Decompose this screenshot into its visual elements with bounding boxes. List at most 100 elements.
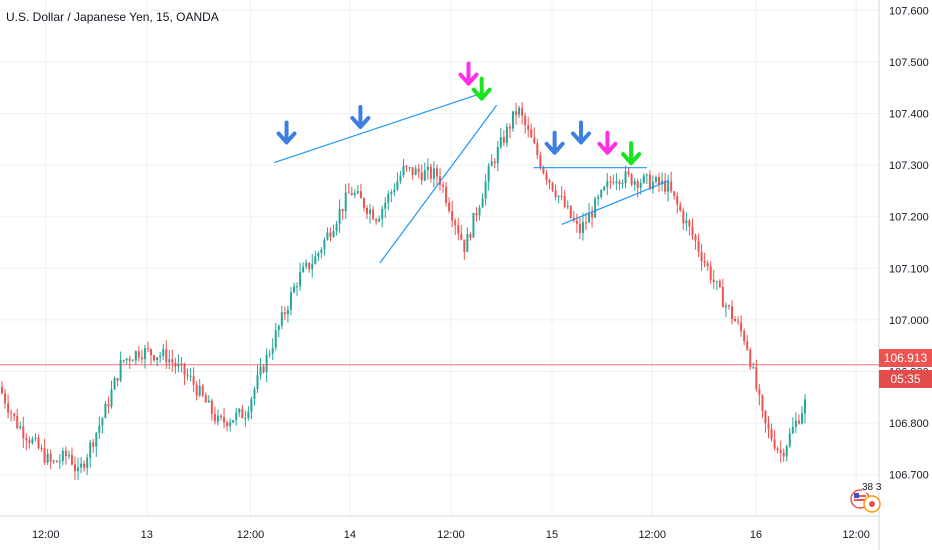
y-tick-label: 107.400 bbox=[889, 109, 929, 121]
candle-body bbox=[265, 354, 268, 373]
candle-body bbox=[752, 367, 755, 369]
green-down-arrow-icon bbox=[471, 76, 492, 101]
x-tick-label: 12:00 bbox=[237, 529, 265, 541]
trendline bbox=[561, 180, 670, 226]
candle-body bbox=[153, 355, 156, 361]
arrow-head bbox=[350, 116, 371, 129]
candle-body bbox=[396, 181, 399, 190]
candle-body bbox=[10, 412, 13, 414]
candle-body bbox=[31, 439, 34, 444]
candle-body bbox=[566, 205, 569, 207]
candle-body bbox=[414, 168, 417, 175]
x-tick-label: 14 bbox=[344, 529, 356, 541]
candle-body bbox=[402, 165, 405, 176]
green-down-arrow-icon bbox=[621, 141, 642, 166]
candle-body bbox=[435, 168, 438, 177]
events-badge[interactable] bbox=[848, 484, 884, 514]
candle-body bbox=[244, 417, 247, 419]
candle-body bbox=[110, 389, 113, 407]
candle-body bbox=[150, 349, 153, 356]
candle-body bbox=[286, 309, 289, 315]
y-tick-label: 107.200 bbox=[889, 212, 929, 224]
candle-body bbox=[186, 375, 189, 377]
candle-body bbox=[627, 171, 630, 175]
candle-body bbox=[220, 415, 223, 418]
candle-body bbox=[773, 439, 776, 449]
candle-body bbox=[594, 198, 597, 218]
candle-body bbox=[125, 358, 128, 361]
blue-down-arrow-icon bbox=[571, 120, 592, 145]
candle-body bbox=[679, 204, 682, 211]
candle-body bbox=[472, 212, 475, 238]
candle-body bbox=[624, 171, 627, 183]
y-tick-label: 106.700 bbox=[889, 470, 929, 482]
candle-body bbox=[639, 182, 642, 188]
trendline bbox=[379, 104, 498, 264]
x-tick-label: 12:00 bbox=[842, 529, 870, 541]
y-tick-label: 107.100 bbox=[889, 263, 929, 275]
candle-body bbox=[356, 191, 359, 194]
candle-body bbox=[393, 189, 396, 192]
candle-body bbox=[137, 351, 140, 358]
candle-body bbox=[737, 321, 740, 323]
candle-body bbox=[521, 107, 524, 116]
candle-body bbox=[308, 262, 311, 270]
candle-body bbox=[293, 286, 296, 293]
candle-body bbox=[633, 181, 636, 185]
y-tick-label: 107.000 bbox=[889, 315, 929, 327]
candle-body bbox=[375, 219, 378, 222]
arrow-head bbox=[458, 72, 479, 86]
candle-body bbox=[642, 175, 645, 183]
candle-body bbox=[706, 263, 709, 267]
candle-body bbox=[277, 325, 280, 331]
candle-body bbox=[314, 256, 317, 265]
candle-body bbox=[347, 192, 350, 194]
candle-body bbox=[804, 399, 807, 414]
candle-body bbox=[338, 209, 341, 224]
candle-body bbox=[691, 226, 694, 236]
candle-body bbox=[250, 399, 253, 412]
candle-body bbox=[721, 286, 724, 308]
candle-body bbox=[645, 174, 648, 176]
x-tick-label: 12:00 bbox=[437, 529, 465, 541]
candle-body bbox=[560, 195, 563, 197]
candle-body bbox=[764, 410, 767, 424]
candle-body bbox=[213, 414, 216, 422]
candle-body bbox=[247, 411, 250, 418]
candle-body bbox=[411, 167, 414, 175]
candle-body bbox=[487, 166, 490, 182]
candle-body bbox=[296, 286, 299, 288]
candle-body bbox=[460, 233, 463, 240]
candle-body bbox=[515, 111, 518, 115]
candle-body bbox=[651, 181, 654, 190]
candle-body bbox=[216, 415, 219, 422]
candle-body bbox=[779, 449, 782, 453]
candle-body bbox=[426, 166, 429, 171]
arrow-head bbox=[471, 87, 492, 101]
candle-body bbox=[119, 360, 122, 381]
candle-body bbox=[591, 212, 594, 218]
candle-body bbox=[557, 195, 560, 198]
candle-body bbox=[122, 360, 125, 362]
candle-body bbox=[563, 196, 566, 207]
candle-body bbox=[201, 385, 204, 396]
candle-body bbox=[697, 240, 700, 252]
candle-body bbox=[664, 180, 667, 192]
candle-body bbox=[606, 181, 609, 187]
candle-body bbox=[676, 195, 679, 205]
candle-body bbox=[782, 452, 785, 457]
candle-body bbox=[423, 170, 426, 181]
candle-body bbox=[159, 355, 162, 358]
y-tick-label: 107.600 bbox=[889, 5, 929, 17]
arrow-head bbox=[544, 141, 565, 155]
candle-body bbox=[712, 279, 715, 282]
candle-body bbox=[223, 417, 226, 423]
candle-body bbox=[13, 413, 16, 416]
candle-body bbox=[734, 318, 737, 322]
candle-body bbox=[107, 403, 110, 407]
candle-body bbox=[341, 209, 344, 212]
candle-body bbox=[746, 341, 749, 350]
candle-body bbox=[612, 182, 615, 184]
candle-body bbox=[104, 403, 107, 419]
